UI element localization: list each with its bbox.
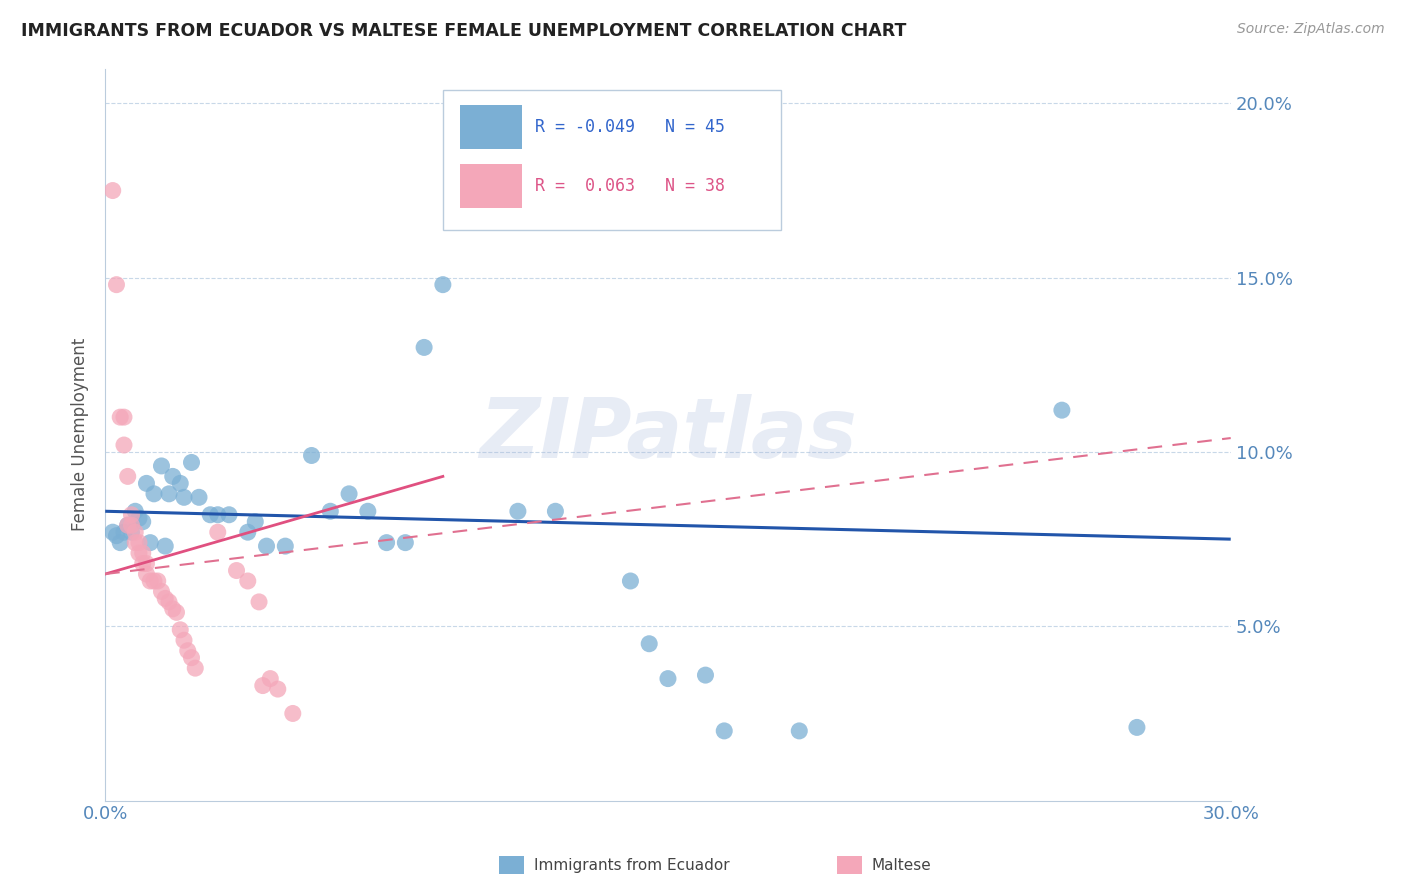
- Point: [121, 518, 143, 533]
- Point: [319, 504, 342, 518]
- Point: [135, 557, 157, 571]
- Point: [101, 525, 124, 540]
- Point: [245, 515, 267, 529]
- Point: [135, 476, 157, 491]
- Point: [132, 515, 155, 529]
- Point: [121, 525, 143, 540]
- Point: [1126, 720, 1149, 734]
- Text: R = -0.049   N = 45: R = -0.049 N = 45: [536, 118, 725, 136]
- Point: [157, 595, 180, 609]
- Point: [657, 672, 679, 686]
- Point: [236, 574, 259, 588]
- Point: [155, 591, 177, 606]
- Point: [117, 469, 139, 483]
- Bar: [460, 105, 522, 149]
- Point: [166, 606, 188, 620]
- Point: [112, 410, 135, 425]
- Point: [121, 508, 143, 522]
- Point: [236, 525, 259, 540]
- Point: [200, 508, 222, 522]
- Point: [177, 643, 200, 657]
- Point: [218, 508, 240, 522]
- Point: [150, 458, 173, 473]
- Point: [173, 491, 195, 505]
- Point: [169, 476, 191, 491]
- Point: [301, 449, 323, 463]
- Point: [184, 661, 207, 675]
- Point: [375, 535, 398, 549]
- Text: IMMIGRANTS FROM ECUADOR VS MALTESE FEMALE UNEMPLOYMENT CORRELATION CHART: IMMIGRANTS FROM ECUADOR VS MALTESE FEMAL…: [21, 22, 907, 40]
- Point: [169, 623, 191, 637]
- Point: [128, 546, 150, 560]
- Point: [117, 518, 139, 533]
- Point: [124, 525, 146, 540]
- Point: [713, 723, 735, 738]
- Point: [162, 469, 184, 483]
- Point: [207, 525, 229, 540]
- Point: [638, 637, 661, 651]
- Point: [267, 681, 290, 696]
- Point: [259, 672, 281, 686]
- Point: [506, 504, 529, 518]
- Point: [1050, 403, 1073, 417]
- FancyBboxPatch shape: [443, 90, 780, 229]
- Point: [337, 487, 360, 501]
- Point: [101, 184, 124, 198]
- Point: [124, 535, 146, 549]
- Point: [155, 539, 177, 553]
- Point: [252, 679, 274, 693]
- Y-axis label: Female Unemployment: Female Unemployment: [72, 338, 89, 532]
- Point: [787, 723, 810, 738]
- Point: [207, 508, 229, 522]
- Point: [143, 574, 166, 588]
- Point: [112, 525, 135, 540]
- Text: R =  0.063   N = 38: R = 0.063 N = 38: [536, 177, 725, 194]
- Point: [695, 668, 717, 682]
- Point: [143, 487, 166, 501]
- Point: [132, 557, 155, 571]
- Point: [157, 487, 180, 501]
- Point: [139, 574, 162, 588]
- Point: [110, 410, 132, 425]
- Point: [124, 504, 146, 518]
- Point: [110, 535, 132, 549]
- Point: [394, 535, 416, 549]
- Text: Immigrants from Ecuador: Immigrants from Ecuador: [534, 858, 730, 872]
- Point: [432, 277, 454, 292]
- Point: [105, 529, 128, 543]
- Point: [274, 539, 297, 553]
- Point: [128, 511, 150, 525]
- Point: [188, 491, 211, 505]
- Point: [112, 438, 135, 452]
- Point: [180, 455, 202, 469]
- Point: [139, 535, 162, 549]
- Point: [173, 633, 195, 648]
- Point: [544, 504, 567, 518]
- Point: [180, 650, 202, 665]
- Point: [225, 564, 247, 578]
- Point: [281, 706, 304, 721]
- Point: [357, 504, 380, 518]
- Point: [135, 567, 157, 582]
- Point: [256, 539, 278, 553]
- Point: [150, 584, 173, 599]
- Point: [247, 595, 270, 609]
- Point: [105, 277, 128, 292]
- Point: [117, 518, 139, 533]
- Point: [146, 574, 169, 588]
- Point: [132, 546, 155, 560]
- Text: Source: ZipAtlas.com: Source: ZipAtlas.com: [1237, 22, 1385, 37]
- Bar: [460, 164, 522, 208]
- Point: [619, 574, 641, 588]
- Point: [413, 340, 436, 354]
- Point: [128, 535, 150, 549]
- Text: Maltese: Maltese: [872, 858, 931, 872]
- Text: ZIPatlas: ZIPatlas: [479, 394, 856, 475]
- Point: [162, 602, 184, 616]
